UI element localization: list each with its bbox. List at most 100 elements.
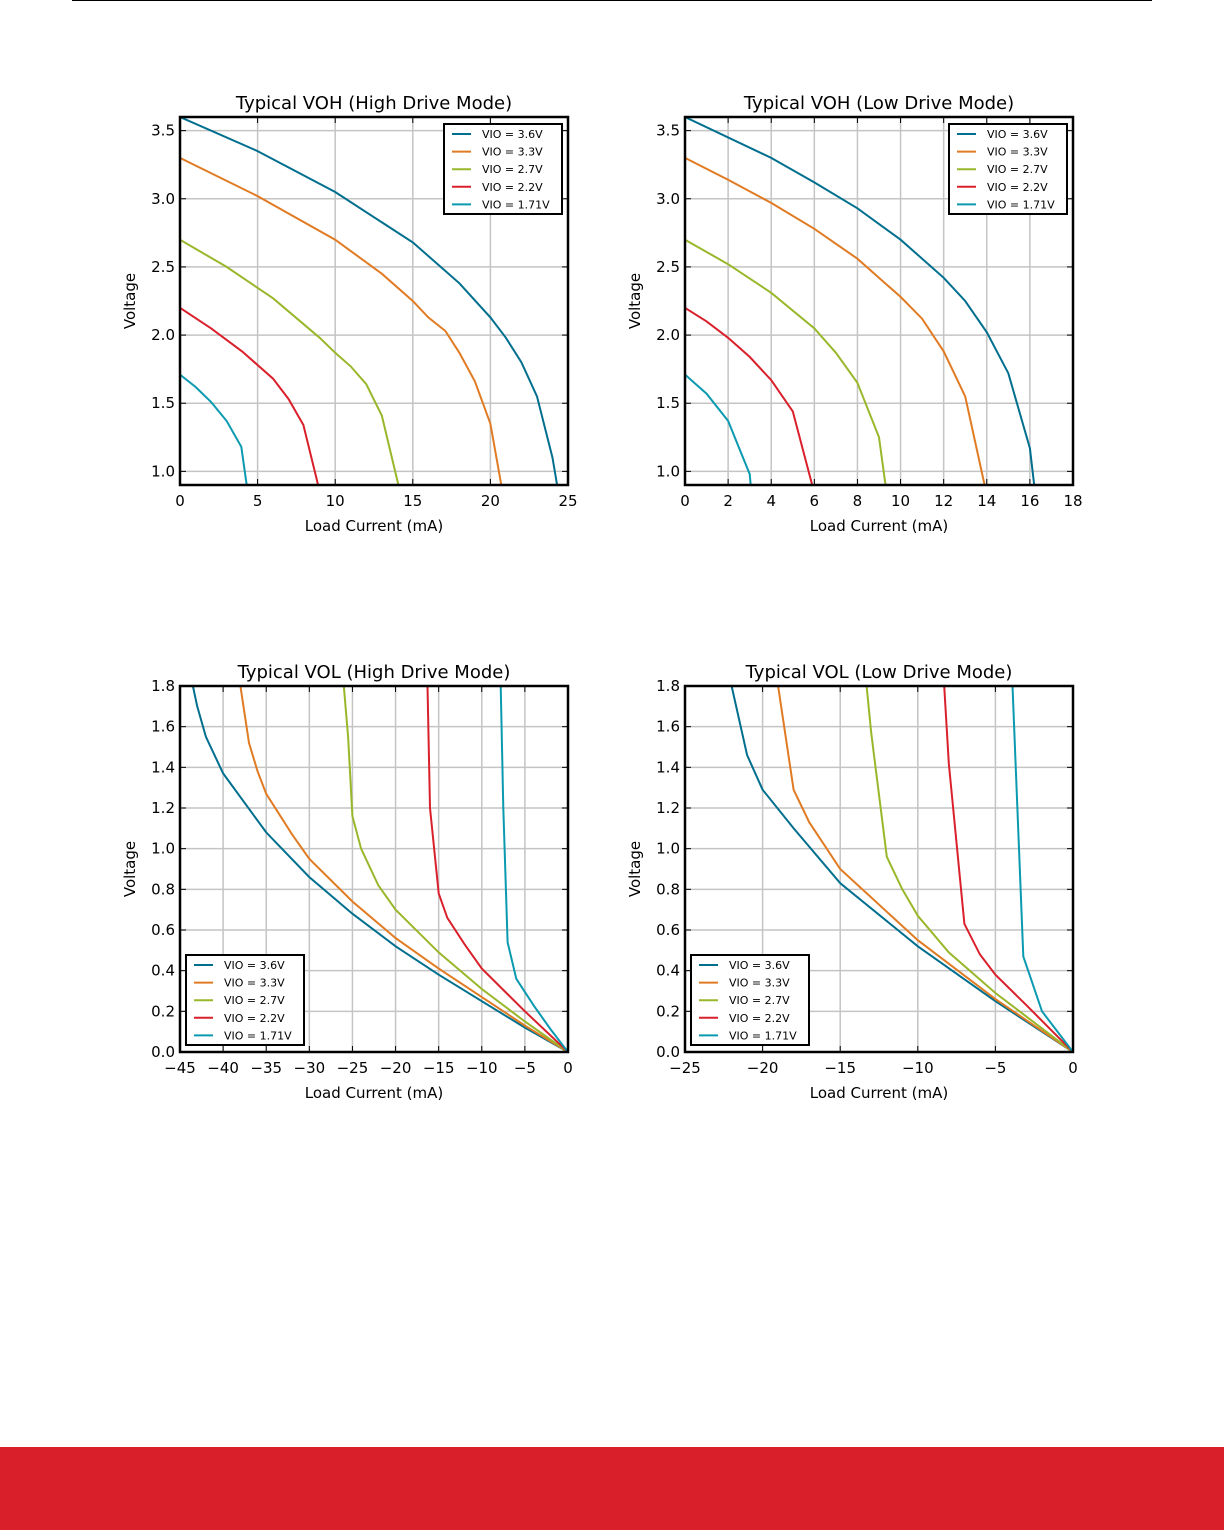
x-tick-label: −10 — [466, 1059, 498, 1077]
legend-label: VIO = 1.71V — [729, 1029, 797, 1042]
series-line-2-2v — [685, 306, 814, 485]
series-line-2-7v — [342, 686, 568, 1052]
series-line-1-71v — [499, 686, 568, 1052]
y-tick-label: 0.0 — [656, 1043, 680, 1061]
legend: VIO = 3.6V VIO = 3.3V VIO = 2.7V VIO = 2.2V… — [948, 123, 1068, 215]
series-line-3-6v — [191, 686, 568, 1052]
y-tick-label: 0.6 — [151, 921, 175, 939]
legend-label: VIO = 2.7V — [224, 994, 285, 1007]
y-tick-label: 1.5 — [656, 394, 680, 412]
x-tick-label: 0 — [563, 1059, 573, 1077]
chart-1: 0 5 10 15 20 25 1.0 1.5 2.0 2.5 3.0 3.5 Typical VOH … — [121, 93, 578, 535]
y-tick-label: 3.0 — [656, 190, 680, 208]
legend-label: VIO = 3.6V — [729, 959, 790, 972]
chart-2: 0 2 4 6 8 10 12 14 16 18 1.0 1.5 2.0 2.5 3.0 3.5 Typical… — [626, 93, 1083, 535]
series-line-1-71v — [685, 373, 752, 485]
footer-band — [0, 1447, 1224, 1530]
x-tick-label: 6 — [810, 492, 820, 510]
series-line-3-6v — [730, 686, 1073, 1052]
y-tick-label: 2.0 — [151, 326, 175, 344]
y-tick-label: 1.4 — [151, 758, 175, 776]
y-tick-label: 3.0 — [151, 190, 175, 208]
series-line-3-6v — [685, 117, 1036, 485]
x-tick-label: −5 — [984, 1059, 1006, 1077]
legend-label: VIO = 1.71V — [224, 1029, 292, 1042]
x-tick-label: 18 — [1063, 492, 1082, 510]
legend: VIO = 3.6V VIO = 3.3V VIO = 2.7V VIO = 2.2V… — [690, 954, 810, 1046]
x-tick-label: −10 — [902, 1059, 934, 1077]
y-tick-label: 3.5 — [656, 122, 680, 140]
series-line-3-3v — [239, 686, 568, 1052]
plot-frame — [178, 684, 570, 1054]
y-axis-label: Voltage — [121, 273, 139, 329]
x-axis-label: Load Current (mA) — [305, 517, 443, 535]
plot-frame — [178, 115, 570, 487]
x-tick-label: 14 — [977, 492, 996, 510]
series-line-2-7v — [865, 686, 1073, 1052]
x-tick-label: 5 — [253, 492, 263, 510]
x-tick-label: 20 — [481, 492, 500, 510]
y-tick-label: 0.2 — [151, 1002, 175, 1020]
series-line-3-6v — [180, 117, 559, 485]
chart-4: −25 −20 −15 −10 −5 0 0.0 0.2 0.4 0.6 0.8 1.0 1.2 1.4 1… — [626, 662, 1078, 1102]
legend: VIO = 3.6V VIO = 3.3V VIO = 2.7V VIO = 2.2V… — [185, 954, 305, 1046]
y-tick-label: 1.2 — [656, 799, 680, 817]
y-tick-label: 1.8 — [151, 677, 175, 695]
y-tick-label: 1.0 — [656, 840, 680, 858]
plot-frame — [683, 115, 1075, 487]
x-tick-label: 2 — [723, 492, 733, 510]
y-tick-label: 1.4 — [656, 758, 680, 776]
y-tick-label: 0.4 — [656, 962, 680, 980]
x-tick-label: −20 — [380, 1059, 412, 1077]
x-tick-label: 4 — [766, 492, 776, 510]
chart-title: Typical VOH (Low Drive Mode) — [743, 93, 1014, 114]
plot-frame — [683, 684, 1075, 1054]
x-tick-label: −40 — [207, 1059, 239, 1077]
y-tick-label: 1.8 — [656, 677, 680, 695]
legend: VIO = 3.6V VIO = 3.3V VIO = 2.7V VIO = 2.2V… — [443, 123, 563, 215]
series-line-3-3v — [180, 157, 503, 485]
x-tick-label: −15 — [423, 1059, 455, 1077]
x-tick-label: −45 — [164, 1059, 196, 1077]
x-tick-label: −20 — [747, 1059, 779, 1077]
x-tick-label: −25 — [669, 1059, 701, 1077]
legend-label: VIO = 2.2V — [987, 181, 1048, 194]
x-axis-label: Load Current (mA) — [810, 517, 948, 535]
chart-title: Typical VOL (High Drive Mode) — [237, 662, 511, 683]
x-tick-label: −30 — [294, 1059, 326, 1077]
chart-title: Typical VOL (Low Drive Mode) — [745, 662, 1013, 683]
y-tick-label: 1.5 — [151, 394, 175, 412]
x-tick-label: 0 — [1068, 1059, 1078, 1077]
x-tick-label: 25 — [558, 492, 577, 510]
legend-label: VIO = 2.2V — [482, 181, 543, 194]
series-line-2-7v — [180, 238, 400, 485]
y-tick-label: 1.2 — [151, 799, 175, 817]
series-line-2-2v — [943, 686, 1073, 1052]
x-axis-label: Load Current (mA) — [305, 1084, 443, 1102]
y-tick-label: 0.4 — [151, 962, 175, 980]
x-tick-label: 0 — [175, 492, 185, 510]
x-axis-label: Load Current (mA) — [810, 1084, 948, 1102]
series-line-1-71v — [180, 373, 248, 485]
x-tick-label: −35 — [250, 1059, 282, 1077]
y-tick-label: 1.6 — [656, 718, 680, 736]
legend-label: VIO = 3.3V — [482, 146, 543, 159]
y-tick-label: 2.5 — [656, 258, 680, 276]
legend-label: VIO = 3.3V — [224, 977, 285, 990]
x-tick-label: −25 — [337, 1059, 369, 1077]
legend-label: VIO = 2.2V — [729, 1012, 790, 1025]
y-tick-label: 1.0 — [656, 462, 680, 480]
y-tick-label: 2.0 — [656, 326, 680, 344]
legend-label: VIO = 3.6V — [482, 128, 543, 141]
legend-label: VIO = 2.7V — [987, 163, 1048, 176]
x-tick-label: 0 — [680, 492, 690, 510]
y-axis-label: Voltage — [626, 841, 644, 897]
legend-box — [948, 123, 1068, 215]
x-tick-label: −15 — [824, 1059, 856, 1077]
y-tick-label: 1.0 — [151, 840, 175, 858]
y-axis-label: Voltage — [626, 273, 644, 329]
x-tick-label: 10 — [326, 492, 345, 510]
x-tick-label: 10 — [891, 492, 910, 510]
series-line-2-2v — [180, 306, 320, 485]
x-tick-label: 8 — [853, 492, 863, 510]
